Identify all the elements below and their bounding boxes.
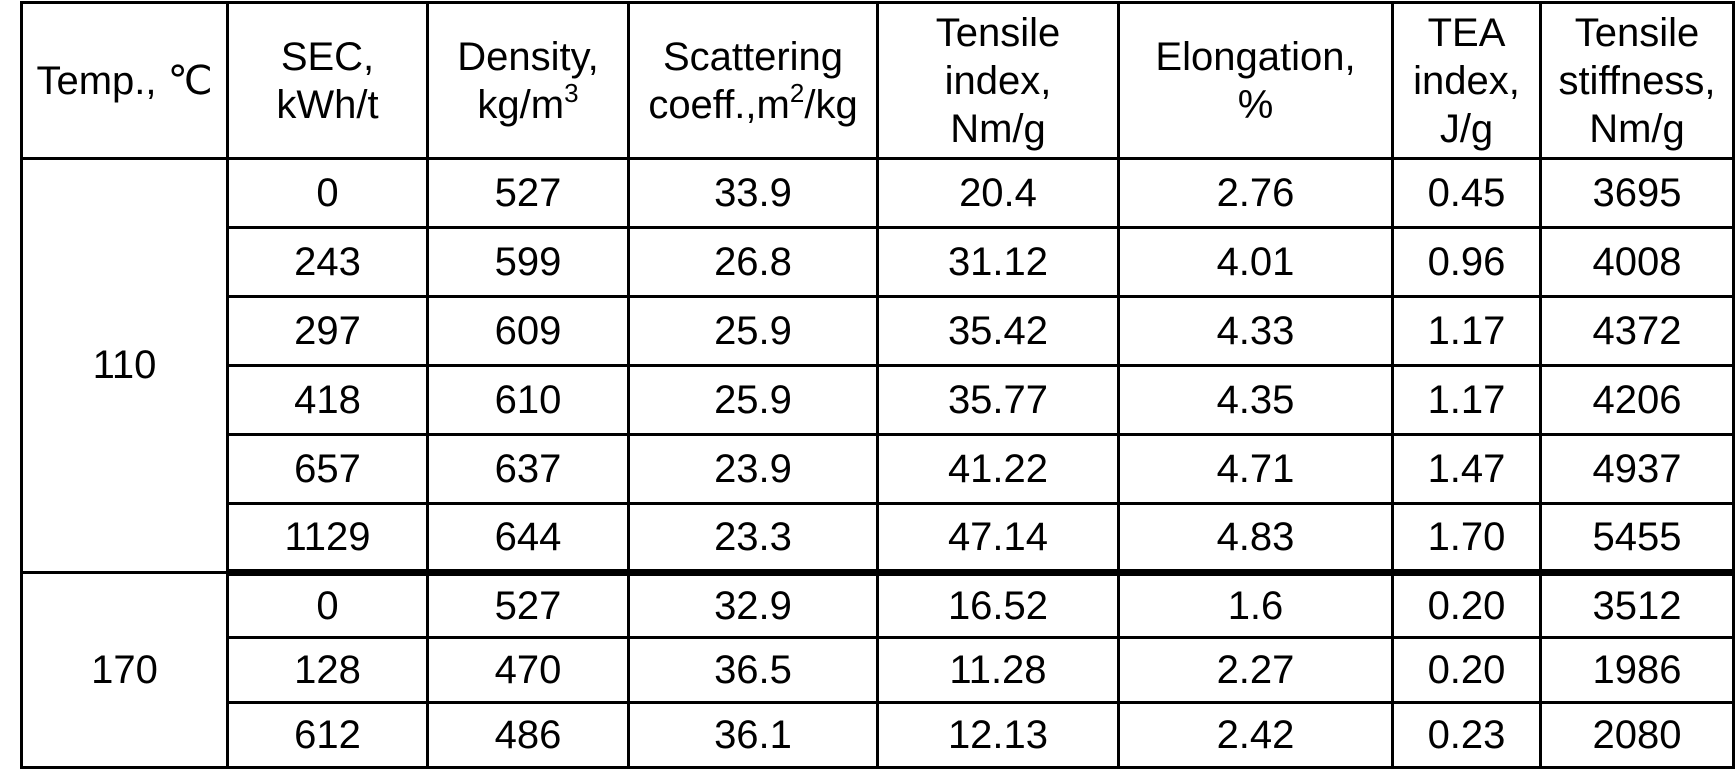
cell-tea-index: 1.17 <box>1391 364 1542 436</box>
cell-tensile-stiffness: 4008 <box>1539 226 1735 298</box>
unit-superscript: 3 <box>564 77 579 108</box>
cell-scattering-coeff: 33.9 <box>627 157 879 229</box>
column-header-tensile-stiffness: Tensile stiffness, Nm/g <box>1539 1 1735 160</box>
cell-tea-index: 0.23 <box>1391 701 1542 769</box>
cell-sec: 418 <box>226 364 429 436</box>
column-header-temp: Temp., ℃ <box>20 1 229 160</box>
table-row: 1129 644 23.3 47.14 4.83 1.70 5455 <box>22 502 1735 576</box>
cell-elongation: 4.71 <box>1117 433 1394 505</box>
cell-scattering-coeff: 36.1 <box>627 701 879 769</box>
cell-elongation: 2.27 <box>1117 636 1394 704</box>
cell-sec: 612 <box>226 701 429 769</box>
cell-density: 644 <box>426 502 630 576</box>
cell-sec: 0 <box>226 571 429 639</box>
cell-scattering-coeff: 26.8 <box>627 226 879 298</box>
temp-group-110: 110 0 527 33.9 20.4 2.76 0.45 3695 243 599 26.8 31.… <box>20 157 1735 576</box>
cell-tensile-index: 11.28 <box>876 636 1120 704</box>
cell-tensile-stiffness: 4937 <box>1539 433 1735 505</box>
cell-scattering-coeff: 23.3 <box>627 502 879 576</box>
cell-tensile-stiffness: 1986 <box>1539 636 1735 704</box>
cell-sec: 243 <box>226 226 429 298</box>
header-row: Temp., ℃ SEC, kWh/t Density, kg/m3 Scattering… <box>20 1 1735 160</box>
cell-density: 527 <box>426 571 630 639</box>
cell-elongation: 2.42 <box>1117 701 1394 769</box>
cell-tea-index: 1.70 <box>1391 502 1542 576</box>
cell-scattering-coeff: 23.9 <box>627 433 879 505</box>
cell-tensile-index: 47.14 <box>876 502 1120 576</box>
cell-tensile-index: 31.12 <box>876 226 1120 298</box>
cell-tensile-stiffness: 3695 <box>1539 157 1735 229</box>
cell-density: 486 <box>426 701 630 769</box>
cell-tensile-stiffness: 4372 <box>1539 295 1735 367</box>
cell-elongation: 4.01 <box>1117 226 1394 298</box>
cell-sec: 0 <box>226 157 429 229</box>
cell-tensile-index: 35.42 <box>876 295 1120 367</box>
unit-superscript: 2 <box>789 77 805 108</box>
table-row: 297 609 25.9 35.42 4.33 1.17 4372 <box>22 295 1735 367</box>
column-header-elongation: Elongation,% <box>1117 1 1394 160</box>
temp-cell-170: 170 <box>20 571 229 769</box>
cell-elongation: 4.35 <box>1117 364 1394 436</box>
table-row: 612 486 36.1 12.13 2.42 0.23 2080 <box>22 701 1735 769</box>
cell-tea-index: 0.20 <box>1391 571 1542 639</box>
temp-group-170: 170 0 527 32.9 16.52 1.6 0.20 3512 128 470 36.5 11.… <box>20 571 1735 769</box>
cell-sec: 657 <box>226 433 429 505</box>
cell-tensile-stiffness: 4206 <box>1539 364 1735 436</box>
cell-elongation: 4.33 <box>1117 295 1394 367</box>
cell-tea-index: 0.20 <box>1391 636 1542 704</box>
cell-tea-index: 1.47 <box>1391 433 1542 505</box>
column-header-scattering-coeff: Scattering coeff.,m2/kg <box>627 1 879 160</box>
column-header-sec: SEC, kWh/t <box>226 1 429 160</box>
cell-elongation: 1.6 <box>1117 571 1394 639</box>
cell-sec: 128 <box>226 636 429 704</box>
cell-scattering-coeff: 36.5 <box>627 636 879 704</box>
cell-tensile-index: 20.4 <box>876 157 1120 229</box>
column-header-tensile-index: Tensile index, Nm/g <box>876 1 1120 160</box>
cell-tensile-index: 41.22 <box>876 433 1120 505</box>
cell-scattering-coeff: 32.9 <box>627 571 879 639</box>
cell-sec: 297 <box>226 295 429 367</box>
temp-cell-110: 110 <box>20 157 229 574</box>
table-header: Temp., ℃ SEC, kWh/t Density, kg/m3 Scattering… <box>20 1 1735 160</box>
cell-density: 470 <box>426 636 630 704</box>
cell-elongation: 2.76 <box>1117 157 1394 229</box>
cell-density: 637 <box>426 433 630 505</box>
cell-tensile-index: 12.13 <box>876 701 1120 769</box>
table-row: 110 0 527 33.9 20.4 2.76 0.45 3695 <box>20 157 1735 574</box>
table-row: 170 0 527 32.9 16.52 1.6 0.20 3512 <box>20 571 1735 769</box>
table-row: 128 470 36.5 11.28 2.27 0.20 1986 <box>22 636 1735 704</box>
cell-density: 599 <box>426 226 630 298</box>
cell-density: 609 <box>426 295 630 367</box>
cell-scattering-coeff: 25.9 <box>627 364 879 436</box>
cell-tensile-stiffness: 2080 <box>1539 701 1735 769</box>
cell-tea-index: 0.45 <box>1391 157 1542 229</box>
cell-tea-index: 0.96 <box>1391 226 1542 298</box>
cell-density: 527 <box>426 157 630 229</box>
cell-tensile-index: 35.77 <box>876 364 1120 436</box>
cell-tensile-stiffness: 3512 <box>1539 571 1735 639</box>
cell-tea-index: 1.17 <box>1391 295 1542 367</box>
cell-tensile-index: 16.52 <box>876 571 1120 639</box>
cell-sec: 1129 <box>226 502 429 576</box>
cell-tensile-stiffness: 5455 <box>1539 502 1735 576</box>
column-header-tea-index: TEA index, J/g <box>1391 1 1542 160</box>
table-row: 657 637 23.9 41.22 4.71 1.47 4937 <box>22 433 1735 505</box>
table-row: 243 599 26.8 31.12 4.01 0.96 4008 <box>22 226 1735 298</box>
cell-density: 610 <box>426 364 630 436</box>
table-row: 418 610 25.9 35.77 4.35 1.17 4206 <box>22 364 1735 436</box>
cell-scattering-coeff: 25.9 <box>627 295 879 367</box>
data-table: Temp., ℃ SEC, kWh/t Density, kg/m3 Scattering… <box>20 1 1735 769</box>
column-header-density: Density, kg/m3 <box>426 1 630 160</box>
cell-elongation: 4.83 <box>1117 502 1394 576</box>
